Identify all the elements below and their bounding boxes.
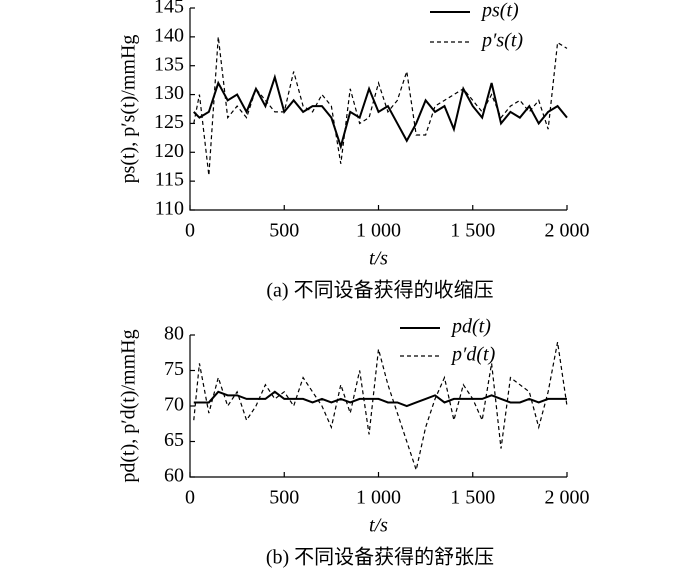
y-tick-label: 115 [155,169,184,191]
legend-label: ps(t) [480,0,519,22]
caption: (a) 不同设备获得的收缩压 [266,279,493,302]
y-axis-label: pd(t), p′d(t)/mmHg [118,329,140,482]
caption: (b) 不同设备获得的舒张压 [266,546,494,569]
legend-label: p′d(t) [450,344,496,366]
y-tick-label: 70 [164,394,184,416]
x-tick-label: 2 000 [545,220,590,242]
legend-label: p′s(t) [480,30,523,52]
y-tick-label: 80 [164,323,184,345]
y-tick-label: 140 [154,24,184,46]
x-tick-label: 2 000 [545,487,590,509]
y-tick-label: 60 [164,465,184,487]
y-tick-label: 145 [154,0,184,18]
x-axis-label: t/s [369,248,388,270]
legend-label: pd(t) [450,316,491,338]
line-series [193,73,568,151]
y-tick-label: 130 [154,82,184,104]
y-tick-label: 120 [154,140,184,162]
y-axis-label: ps(t), p′s(t)/mmHg [118,35,140,184]
y-tick-label: 125 [154,111,184,133]
x-tick-label: 1 500 [450,487,495,509]
x-tick-label: 0 [185,220,195,242]
x-tick-label: 1 500 [450,220,495,242]
x-tick-label: 1 000 [356,220,401,242]
y-tick-label: 75 [164,358,184,380]
x-tick-label: 1 000 [356,487,401,509]
x-tick-label: 500 [269,220,299,242]
x-tick-label: 500 [269,487,299,509]
x-tick-label: 0 [185,487,195,509]
line-series [193,36,568,176]
axes [189,335,567,478]
line-series [193,390,567,408]
line-series [193,341,568,473]
y-tick-label: 65 [164,429,184,451]
y-tick-label: 110 [155,198,184,220]
x-axis-label: t/s [369,515,388,537]
y-tick-label: 135 [154,53,184,75]
